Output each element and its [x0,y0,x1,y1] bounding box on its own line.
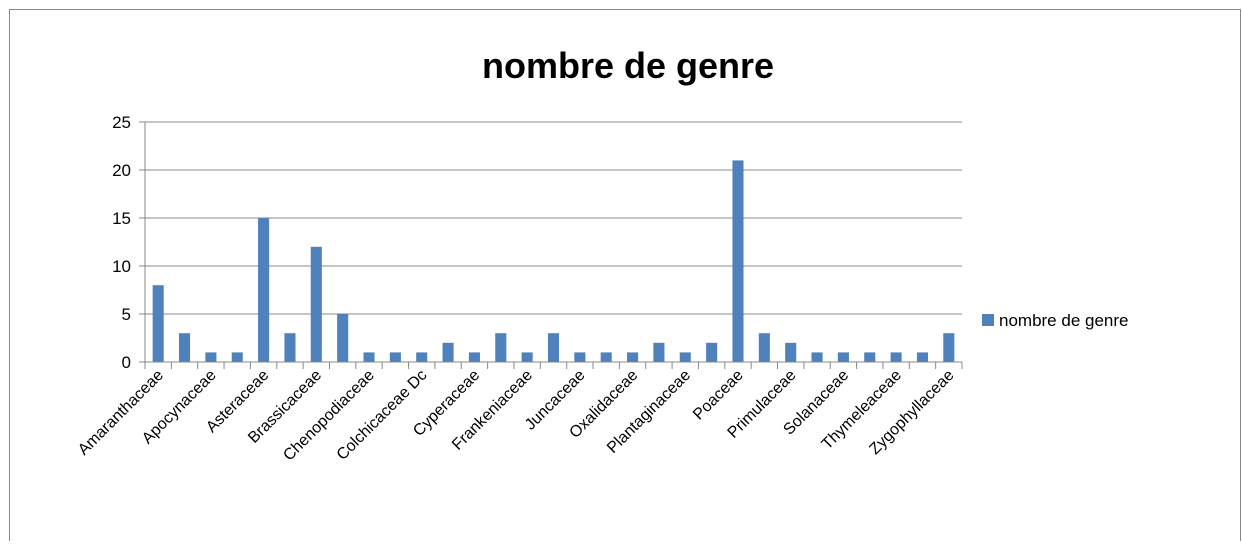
bar [706,342,718,362]
y-tick-label: 25 [112,113,131,132]
bar [811,352,823,362]
bar [389,352,401,362]
bar [547,333,560,362]
bar [258,218,270,362]
bar [864,352,876,362]
bar [416,352,428,362]
bar [363,352,375,362]
bar [468,352,480,362]
bar [152,285,164,362]
y-tick-label: 20 [112,161,131,180]
bar [495,333,507,362]
bar [600,352,612,362]
bar [785,342,797,362]
y-tick-label: 15 [112,209,131,228]
bar [284,333,296,362]
chart-border [9,9,1241,546]
chart-title: nombre de genre [482,45,774,86]
bar [231,352,243,362]
legend-label: nombre de genre [999,311,1128,330]
bar [732,160,744,362]
bar [916,352,929,362]
y-tick-label: 5 [122,305,131,324]
bar [758,333,770,362]
bar [442,342,454,362]
bar [837,352,849,362]
bar [574,352,586,362]
bar [679,352,691,362]
bar [890,352,902,362]
legend-swatch [982,314,994,326]
bar [653,342,665,362]
bar [521,352,533,362]
bar [943,333,955,362]
y-tick-label: 10 [112,257,131,276]
bar [337,314,349,362]
bar [310,246,322,362]
y-tick-label: 0 [122,353,131,372]
bar [205,352,217,362]
bar [627,352,639,362]
bar [178,333,191,362]
